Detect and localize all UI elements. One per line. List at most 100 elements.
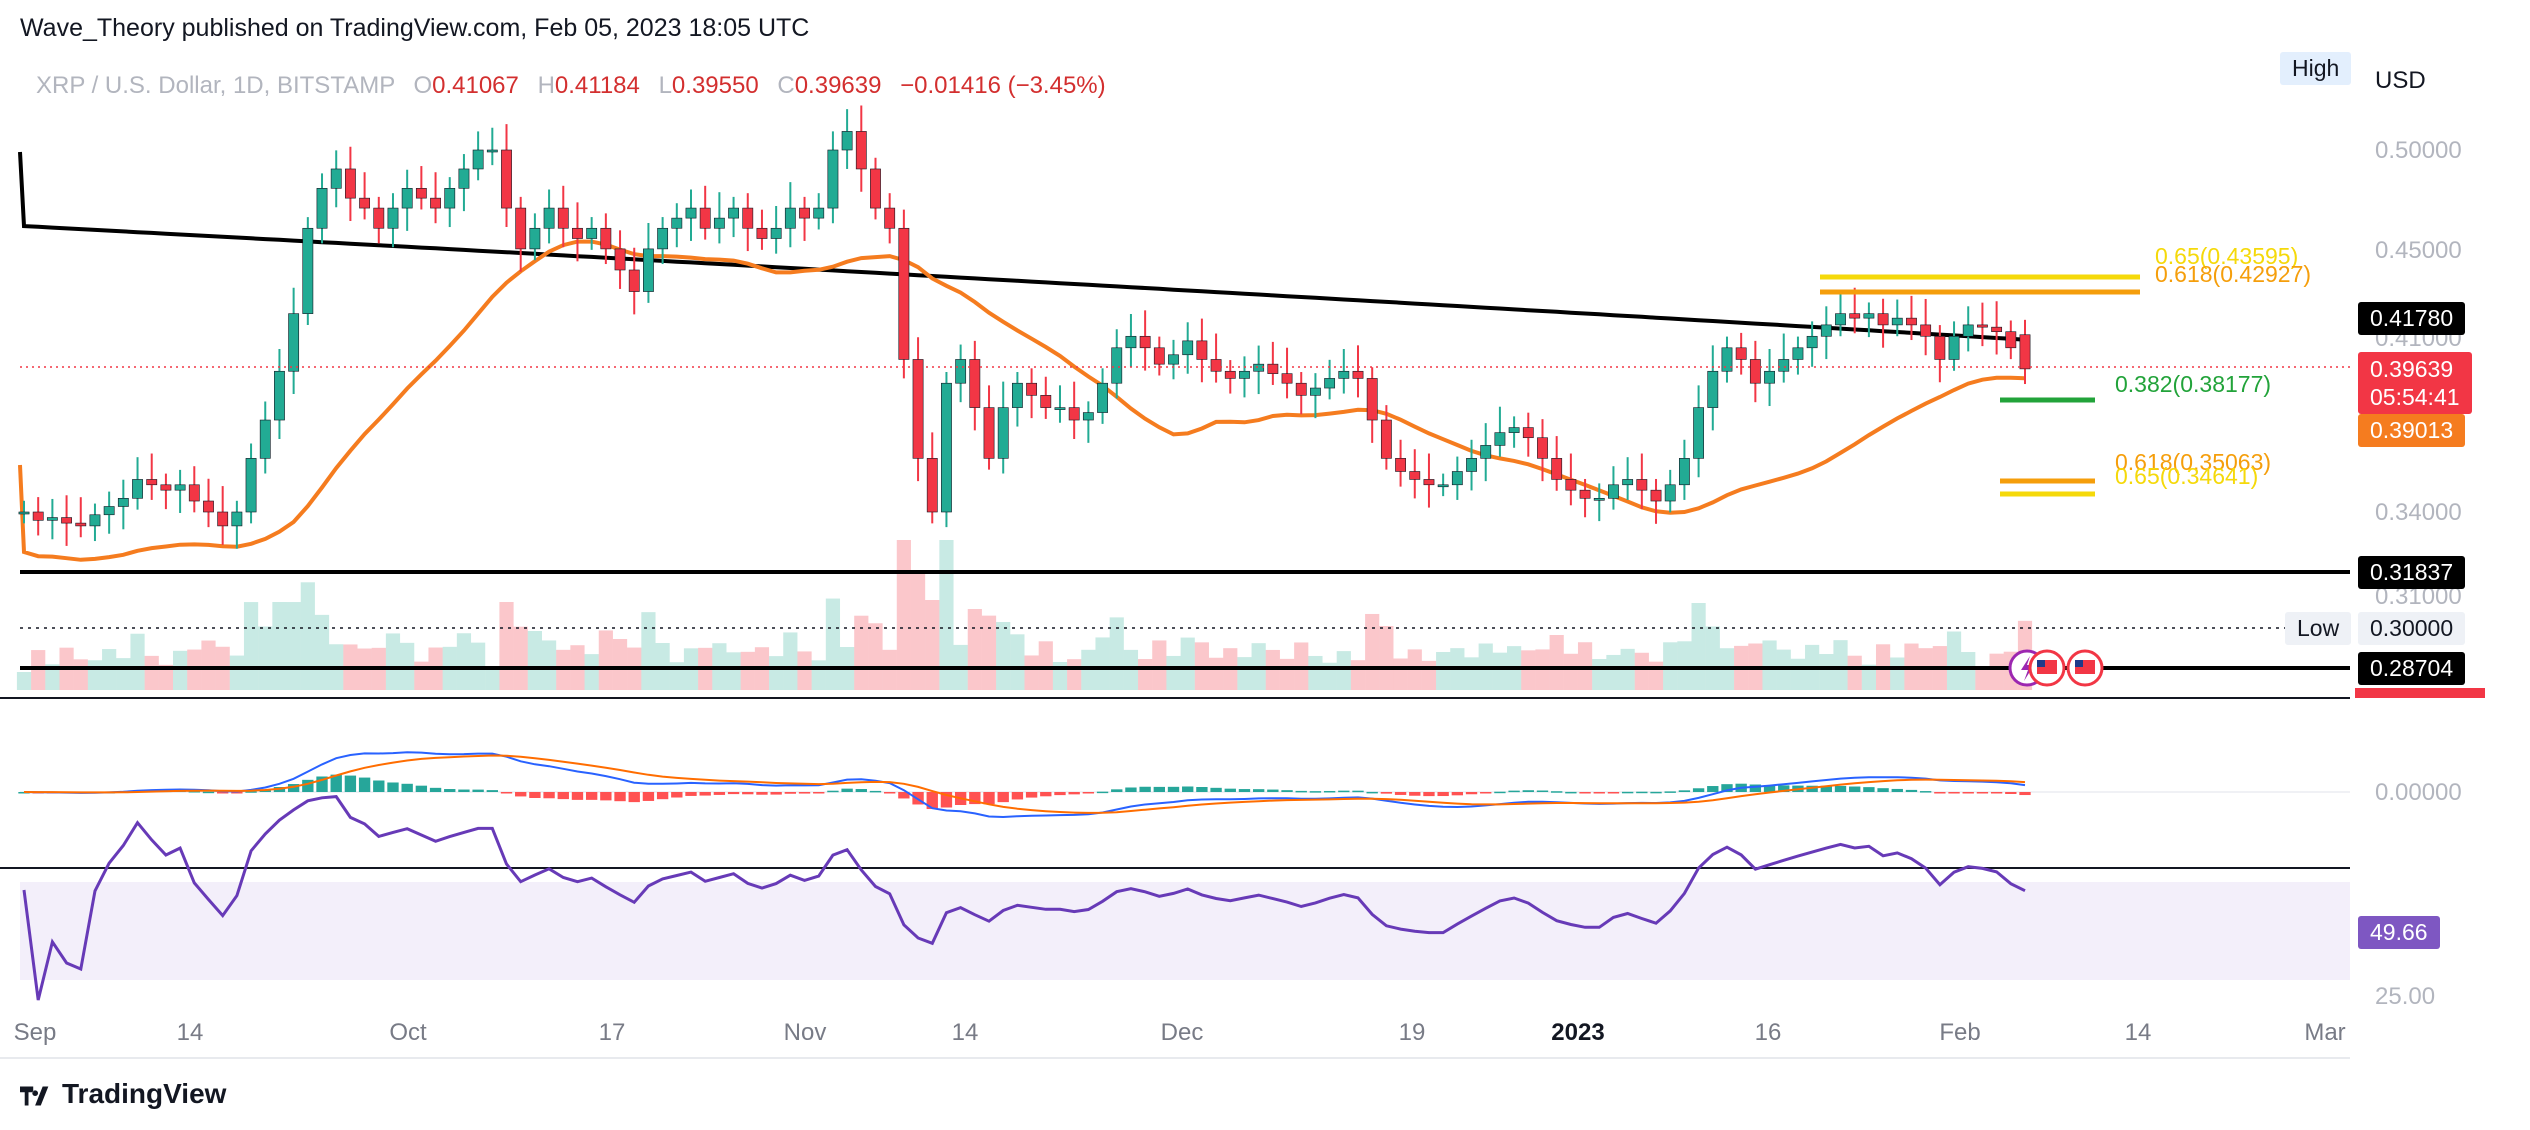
tradingview-brand[interactable]: TradingView [20,1078,226,1110]
volume-bar [996,622,1011,690]
volume-bar [116,658,131,690]
candle-body [543,207,555,229]
candle-body [444,188,456,209]
candle-body [1182,340,1194,356]
flag-canton [2037,660,2045,667]
volume-bar [1592,659,1607,690]
candle-body [1664,484,1676,502]
candle-body [1962,324,1974,337]
high-label: H [537,72,555,99]
volume-bar [385,633,401,690]
candle-body [217,511,229,527]
high-value: 0.41184 [554,72,640,99]
macd-histogram-bar [1011,792,1024,800]
macd-histogram-bar [1721,784,1733,792]
macd-histogram-bar [1068,792,1080,795]
publisher-header: Wave_Theory published on TradingView.com… [20,14,810,42]
candle-body [1622,479,1634,486]
candle-body [160,484,172,491]
macd-histogram-bar [1111,789,1123,792]
candle-body [941,382,952,513]
candle-body [46,517,58,521]
last-price-value: 0.39639 [2370,356,2454,382]
candle-body [671,217,683,229]
candle-body [330,168,342,189]
candle-body [387,207,399,229]
volume-bar [612,639,628,690]
macd-histogram-bar [1224,788,1236,792]
volume-area [16,540,2033,690]
macd-histogram-bar [1806,785,1818,792]
macd-histogram-bar [1678,790,1691,792]
symbol-name[interactable]: XRP / U.S. Dollar, 1D, BITSTAMP [36,72,395,99]
volume-bar [258,626,273,690]
candle-body [572,227,583,239]
candle-body [1721,347,1733,372]
volume-bar [272,602,287,690]
macd-histogram-bar [302,779,314,792]
macd-histogram-bar [1565,791,1577,794]
macd-histogram-bar [472,789,484,792]
candle-body [1366,378,1378,421]
volume-bar [31,650,46,690]
time-axis-label: 19 [1399,1019,1426,1046]
macd-histogram-bar [330,774,342,792]
candle-body [430,197,441,209]
macd-line [23,751,2026,819]
volume-bar [1393,658,1408,690]
macd-histogram-bar [827,790,839,793]
volume-bar [1961,652,1976,690]
candle-body [1409,471,1421,480]
macd-histogram-bar [898,792,910,799]
candle-body [955,359,967,384]
macd-histogram-bar [373,780,385,792]
rsi-line [22,795,2026,1001]
macd-histogram-bar [415,785,428,792]
time-axis-label: Mar [2304,1019,2345,1046]
candle-body [1650,489,1662,502]
macd-histogram-bar [1267,789,1279,792]
macd-histogram-bar [855,789,867,792]
volume-bar [173,650,188,690]
volume-bar [1279,658,1295,690]
fib-label-065-upper: 0.65(0.43595) [2155,243,2298,269]
macd-histogram-bar [1409,792,1421,796]
fib-label-065-lower: 0.65(0.34641) [2115,463,2258,489]
candle-body [1934,335,1946,360]
candle-body [1551,458,1563,480]
macd-histogram-bar [571,792,584,800]
volume-bar [769,656,784,690]
volume-bar [144,655,159,690]
macd-histogram-bar [486,790,498,792]
macd-histogram-bar [1778,785,1790,792]
price-tick-034000: 0.34000 [2375,499,2462,526]
macd-histogram-bar [444,789,456,792]
macd-histogram-bar [841,788,853,792]
candle-body [103,506,115,516]
time-axis-label: 14 [177,1019,204,1046]
tradingview-logo-icon [20,1086,49,1106]
candle-body [1920,324,1932,337]
candle-body [1011,382,1023,408]
macd-histogram-bar [543,792,555,799]
volume-bar [541,640,557,690]
price-tag-last: 0.39639 05:54:41 [2358,352,2472,414]
macd-histogram-bar [869,790,882,793]
candle-body [515,207,527,250]
candle-body [870,168,881,209]
candle-body [699,207,711,229]
candle-body [1579,489,1591,499]
candle-body [2005,331,2017,349]
macd-histogram-bar [742,792,754,795]
time-axis-label: 14 [952,1019,979,1046]
macd-histogram-bar [1252,789,1265,792]
candle-body [557,207,569,229]
candle-body [1324,378,1336,389]
macd-histogram-bar [656,792,669,800]
macd-histogram-bar [231,792,243,794]
macd-histogram-bar [1167,786,1180,792]
macd-histogram-bar [1579,792,1591,794]
volume-bar [1705,626,1720,690]
candle-body [813,207,825,219]
